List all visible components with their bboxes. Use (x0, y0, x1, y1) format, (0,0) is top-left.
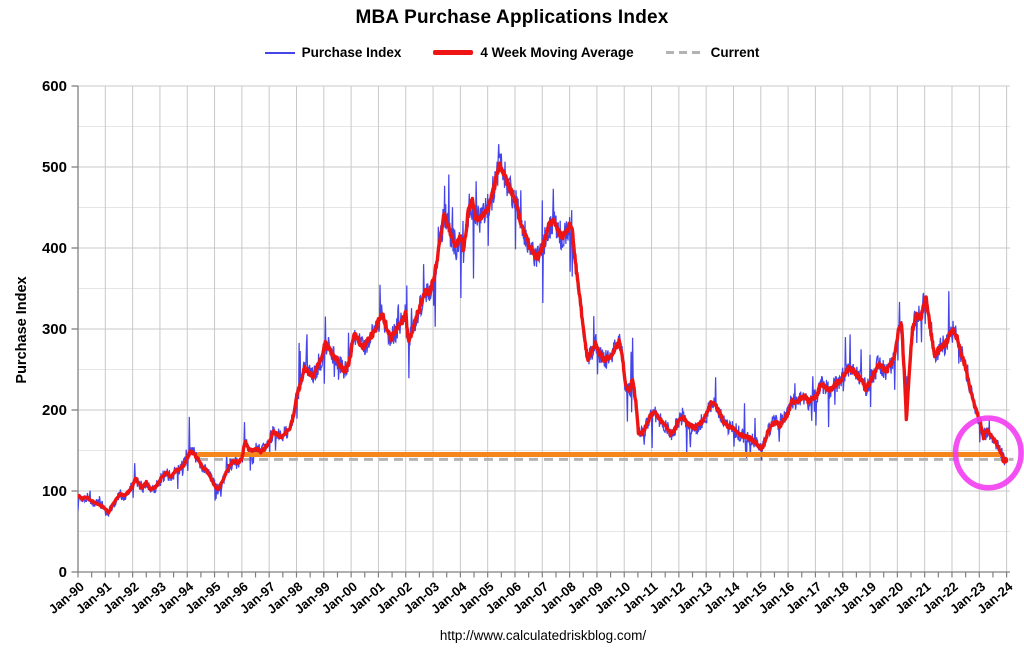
footer-url: http://www.calculatedriskblog.com/ (439, 628, 647, 643)
y-tick-label: 400 (42, 240, 67, 257)
y-axis-title: Purchase Index (14, 276, 30, 384)
series-moving-average (78, 161, 1007, 515)
y-tick-label: 300 (42, 321, 67, 338)
chart-legend: Purchase Index 4 Week Moving Average Cur… (0, 45, 1024, 60)
highlight-circle (952, 415, 1024, 491)
x-tick-labels: Jan-90Jan-91Jan-92Jan-93Jan-94Jan-95Jan-… (46, 578, 1016, 616)
y-tick-label: 500 (42, 159, 67, 176)
legend-item-purchase-index: Purchase Index (264, 45, 402, 60)
y-tick-label: 100 (42, 483, 67, 500)
purchase-index-line-swatch (264, 51, 295, 54)
y-tick-label: 0 (59, 564, 67, 581)
moving-average-line-swatch (433, 50, 474, 55)
legend-label-current: Current (710, 45, 760, 60)
legend-item-current: Current (665, 45, 760, 60)
grid-minor (78, 126, 1010, 532)
y-tick-label: 600 (42, 78, 67, 95)
y-tick-label: 200 (42, 402, 67, 419)
chart-title: MBA Purchase Applications Index (355, 7, 669, 28)
grid-major (78, 85, 1010, 572)
axes (71, 85, 1010, 578)
legend-label-purchase-index: Purchase Index (301, 45, 402, 60)
current-dashed-line-swatch (665, 51, 704, 54)
series-end-marker (1001, 456, 1009, 464)
legend-label-moving-average: 4 Week Moving Average (480, 45, 634, 60)
y-tick-labels: 0 100 200 300 400 500 600 (42, 78, 67, 581)
legend-item-moving-average: 4 Week Moving Average (433, 45, 634, 60)
